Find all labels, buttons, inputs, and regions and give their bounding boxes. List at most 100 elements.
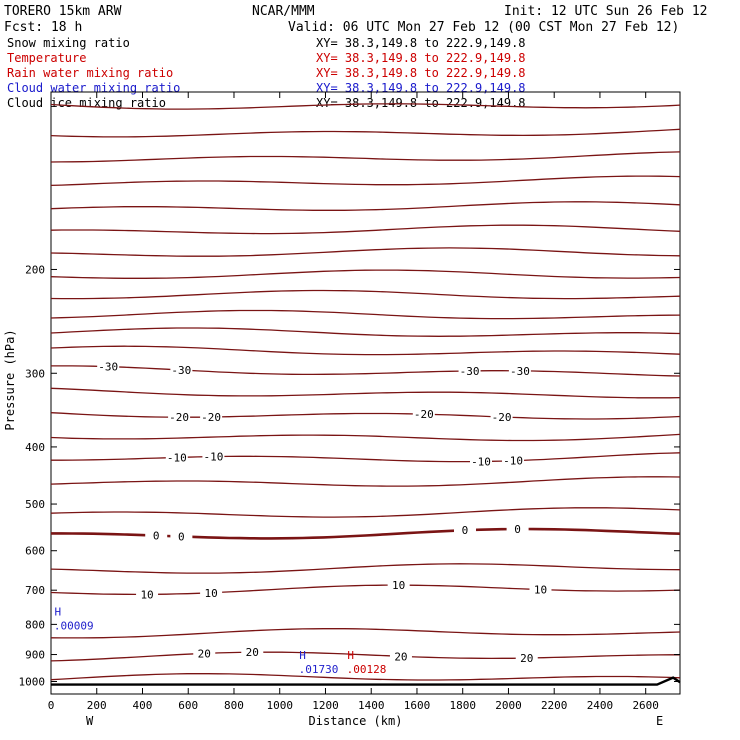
isotherm-line bbox=[50, 269, 681, 279]
isotherm-line bbox=[50, 175, 681, 187]
y-tick-label: 600 bbox=[25, 545, 45, 558]
x-tick-label: 1800 bbox=[449, 699, 476, 712]
isotherm-label-bg bbox=[470, 455, 493, 468]
y-tick-label: 300 bbox=[25, 367, 45, 380]
x-tick-label: 200 bbox=[87, 699, 107, 712]
isotherm-line bbox=[50, 247, 681, 257]
isotherm-label-bg bbox=[241, 646, 264, 659]
isotherm-line bbox=[50, 651, 680, 662]
plot-frame bbox=[50, 91, 681, 695]
isotherm-line bbox=[50, 345, 681, 356]
maximum-marker: H bbox=[55, 606, 62, 619]
isotherm-label: -30 bbox=[98, 361, 118, 374]
isotherm-line bbox=[50, 151, 681, 163]
isotherm-label: 0 bbox=[514, 523, 521, 536]
isotherm-label-bg bbox=[389, 650, 412, 663]
y-tick-label: 200 bbox=[25, 263, 45, 276]
isotherm-label: -10 bbox=[471, 455, 491, 468]
terrain-line bbox=[51, 676, 681, 686]
isotherm-label-bg bbox=[502, 454, 525, 467]
legend-xy: XY= 38.3,149.8 to 222.9,149.8 bbox=[316, 51, 526, 65]
isotherm-label: 0 bbox=[153, 530, 160, 543]
isotherm-label: 10 bbox=[140, 588, 153, 601]
isotherm-label-bg bbox=[202, 450, 225, 463]
x-tick-label: 2600 bbox=[632, 699, 659, 712]
isotherm-label-bg bbox=[165, 451, 188, 464]
center-name: NCAR/MMM bbox=[252, 4, 315, 19]
legend-xy: XY= 38.3,149.8 to 222.9,149.8 bbox=[316, 96, 526, 110]
forecast-hour: Fcst: 18 h bbox=[4, 20, 82, 35]
x-tick-label: 600 bbox=[178, 699, 198, 712]
isotherm-label: -30 bbox=[460, 365, 480, 378]
isotherm-label: 10 bbox=[204, 587, 217, 600]
legend-xy: XY= 38.3,149.8 to 222.9,149.8 bbox=[316, 81, 526, 95]
y-tick-label: 400 bbox=[25, 441, 45, 454]
isotherm-label-bg bbox=[453, 524, 476, 537]
isotherm-label-bg bbox=[200, 586, 223, 599]
model-name: TORERO 15km ARW bbox=[4, 4, 122, 19]
init-time: Init: 12 UTC Sun 26 Feb 12 bbox=[504, 4, 708, 19]
legend-name: Temperature bbox=[7, 51, 86, 65]
y-tick-label: 1000 bbox=[19, 676, 46, 689]
isotherm-label: 10 bbox=[392, 579, 405, 592]
maximum-marker: H bbox=[299, 649, 306, 662]
isotherm-line bbox=[50, 103, 681, 110]
isotherm-label-bg bbox=[193, 647, 216, 660]
legend-name: Rain water mixing ratio bbox=[7, 66, 173, 80]
x-tick-label: 2200 bbox=[541, 699, 568, 712]
isotherm-line bbox=[50, 289, 681, 300]
isotherm-line bbox=[50, 476, 681, 487]
y-tick-label: 700 bbox=[25, 584, 45, 597]
isotherm-label-bg bbox=[170, 530, 193, 543]
isotherm-label: 0 bbox=[178, 531, 185, 544]
isotherm-label: 0 bbox=[462, 524, 469, 537]
isotherm-line bbox=[50, 507, 681, 518]
isotherm-label-bg bbox=[506, 523, 529, 536]
legend-xy: XY= 38.3,149.8 to 222.9,149.8 bbox=[316, 66, 526, 80]
isotherm-line bbox=[50, 309, 681, 320]
x-tick-label: 1400 bbox=[358, 699, 385, 712]
isotherm-label-bg bbox=[515, 652, 538, 665]
isotherm-line bbox=[50, 412, 681, 420]
maximum-value: .00128 bbox=[347, 663, 387, 676]
isotherm-line bbox=[50, 673, 681, 681]
legend-name: Cloud ice mixing ratio bbox=[7, 96, 166, 110]
isotherm-label-bg bbox=[200, 411, 223, 424]
isotherm-label: 20 bbox=[246, 646, 259, 659]
isotherm-line bbox=[51, 365, 681, 377]
x-axis-label: Distance (km) bbox=[309, 714, 403, 728]
isotherm-label: -10 bbox=[503, 455, 523, 468]
isotherm-label: -10 bbox=[167, 451, 187, 464]
isotherm-label-bg bbox=[458, 364, 481, 377]
isotherm-label-bg bbox=[508, 364, 531, 377]
isotherm-label-bg bbox=[170, 364, 193, 377]
legend-name: Cloud water mixing ratio bbox=[7, 81, 180, 95]
maximum-value: .01730 bbox=[299, 663, 339, 676]
isotherm-line bbox=[50, 224, 681, 235]
isotherm-label: -20 bbox=[492, 411, 512, 424]
x-tick-label: 2400 bbox=[587, 699, 614, 712]
maximum-marker: H bbox=[347, 649, 354, 662]
isotherm-label-bg bbox=[97, 360, 120, 373]
isotherm-label-bg bbox=[412, 408, 435, 421]
y-tick-label: 500 bbox=[25, 498, 45, 511]
x-tick-label: 2000 bbox=[495, 699, 522, 712]
isotherm-label: 20 bbox=[394, 650, 407, 663]
isotherm-label: 10 bbox=[534, 584, 547, 597]
isotherm-label-bg bbox=[387, 579, 410, 592]
isotherm-label-bg bbox=[168, 411, 191, 424]
isotherm-line bbox=[50, 201, 681, 211]
isotherm-line bbox=[50, 628, 681, 639]
isotherm-label: 20 bbox=[520, 652, 533, 665]
isotherm-label: -20 bbox=[414, 408, 434, 421]
y-tick-label: 900 bbox=[25, 649, 45, 662]
isotherm-line bbox=[51, 452, 681, 463]
isotherm-line bbox=[50, 327, 681, 337]
legend: Snow mixing ratio XY= 38.3,149.8 to 222.9… bbox=[7, 36, 526, 110]
x-tick-label: 1600 bbox=[404, 699, 431, 712]
isotherm-label: -20 bbox=[169, 411, 189, 424]
valid-time: Valid: 06 UTC Mon 27 Feb 12 (00 CST Mon … bbox=[288, 20, 679, 35]
x-tick-label: 1200 bbox=[312, 699, 339, 712]
isotherm-line bbox=[50, 387, 681, 399]
